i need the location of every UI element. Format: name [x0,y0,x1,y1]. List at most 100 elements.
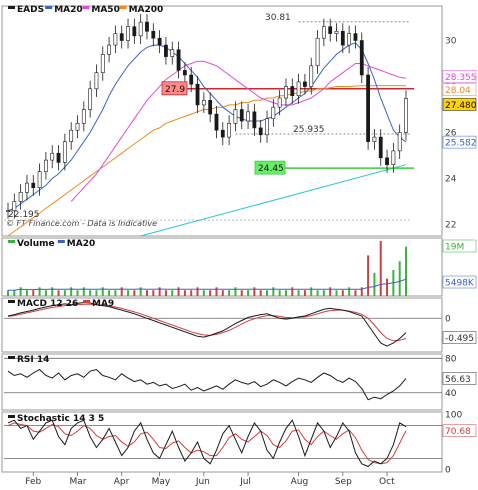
volume-bar [278,290,281,296]
price-candle [75,123,80,131]
volume-bar [57,290,60,296]
volume-top-label-box [442,239,477,253]
legend-swatch-ma50 [82,6,90,9]
volume-bar [379,240,382,296]
price-candle [126,26,130,41]
volume-bar [13,290,16,296]
volume-bar [360,287,363,296]
price-candle [145,21,149,32]
price-y-tick: 22 [445,221,456,231]
x-tick-label-aug: Aug [291,477,309,486]
volume-bar [63,290,66,296]
price-candle [359,40,364,76]
legend-swatch-volume-ma20 [57,240,65,243]
price-candle [315,37,320,67]
volume-bar [386,278,389,296]
legend-swatch-macd [8,300,15,303]
label-27-9-box [161,81,188,96]
volume-bar [32,290,35,296]
stoch-y-tick: 0 [445,465,451,475]
price-candle [246,111,250,122]
price-candle [340,30,345,46]
price-candle [119,33,124,41]
price-candle [372,136,377,143]
legend-swatch-ma20 [45,6,53,9]
legend-swatch-macd-ma9 [83,300,90,303]
price-candle [132,26,137,37]
volume-bar [127,290,130,296]
price-candle [214,113,219,131]
price-candle [157,37,162,46]
price-candle [195,83,200,106]
macd-label: -0.495 [445,334,474,344]
x-tick-label-oct: Oct [379,477,395,486]
macd-line [7,301,407,347]
ma20-last-label: 25.582 [445,139,477,149]
price-candle [397,132,402,152]
volume-bar [76,290,79,296]
volume-bar [196,287,199,296]
price-candle [366,74,370,142]
volume-bar [284,290,287,296]
macd-panel-frame [1,297,443,353]
macd-label-box [442,331,477,344]
x-tick-label-jun: Jun [195,477,210,486]
volume-bar [348,287,351,296]
rsi-label-box [442,372,477,385]
volume-bar [19,287,22,296]
volume-bar [310,287,313,296]
macd-y-tick: 0 [445,314,451,324]
price-candle [50,152,55,161]
legend-swatch-volume [8,240,15,243]
label-24-45-box [254,160,286,175]
price-candle [296,81,301,97]
price-candle [378,136,383,159]
volume-bar [101,287,104,296]
volume-bar [373,272,376,296]
price-candle [284,86,288,99]
legend-label-rsi: RSI 14 [17,355,49,365]
price-candle [69,129,74,142]
stochastic-panel-frame [1,411,443,473]
volume-bar [272,287,275,296]
price-candle [321,26,326,39]
label-24-45: 24.45 [258,164,284,174]
rsi-panel-frame [1,353,443,411]
volume-bar [253,287,256,296]
volume-bar [335,290,338,296]
volume-bar [70,287,73,296]
volume-ma-line [8,278,407,291]
volume-bar [51,287,54,296]
price-y-tick: 30 [445,37,457,47]
price-candle [328,26,333,34]
volume-bar [108,290,111,296]
volume-bar [25,290,28,296]
price-y-tick: 26 [445,129,457,139]
volume-bar [247,290,250,296]
price-candle [94,72,99,90]
legend-label-eads: EADS [17,5,44,15]
volume-bar [234,287,237,296]
price-candle [290,86,295,96]
price-candle [151,30,156,39]
stoch-label: 70.68 [445,427,471,437]
legend-label-stochastic: Stochastic 14 3 5 [17,414,104,424]
label-27-9: 27.9 [165,85,185,95]
volume-bar [240,290,243,296]
x-tick-label-jul: Jul [239,477,251,486]
price-candle [100,53,105,73]
price-candle [265,118,269,136]
price-candle [277,97,282,108]
source-note: © FT Finance.com - Data is Indicative [6,219,157,228]
label-30-81: 30.81 [265,13,291,23]
volume-bar [367,255,370,296]
price-candle [107,44,111,55]
price-candle [182,70,187,76]
volume-bar [38,287,41,296]
volume-bar [259,290,262,296]
price-candle [62,141,67,163]
volume-bar [329,287,332,296]
legend-swatch-rsi [8,356,15,359]
x-tick-label-mar: Mar [69,477,86,486]
